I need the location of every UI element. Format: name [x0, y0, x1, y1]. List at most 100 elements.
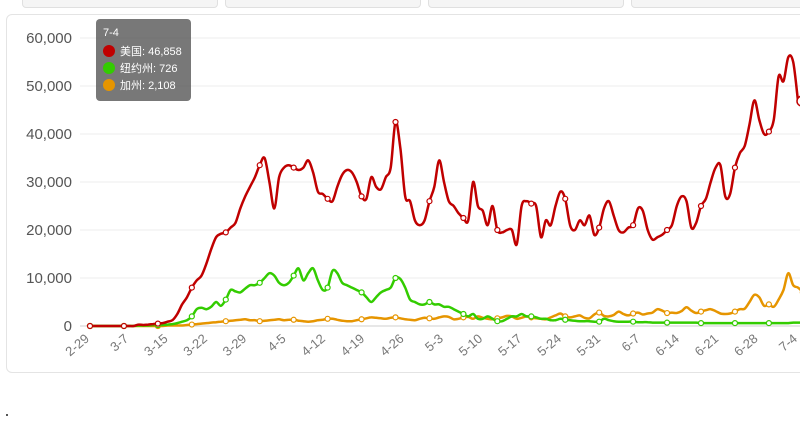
top-tab-4[interactable] [631, 0, 800, 8]
series-point [392, 274, 399, 282]
series-line-0 [90, 54, 800, 328]
series-point [290, 316, 297, 323]
series-point [392, 118, 399, 126]
x-tick-label: 7-4 [776, 331, 800, 355]
series-point [188, 313, 195, 320]
x-tick-label: 2-29 [62, 331, 92, 359]
series-point [86, 322, 94, 330]
y-tick-label: 30,000 [26, 174, 72, 191]
series-point [290, 272, 297, 279]
us-legend-dot-icon [103, 44, 115, 57]
top-tab-2[interactable] [225, 0, 421, 8]
series-point [731, 320, 739, 327]
series-point [596, 224, 603, 231]
series-point [630, 310, 637, 317]
x-tick-label: 3-7 [107, 331, 131, 355]
series-point [663, 309, 671, 317]
y-tick-label: 10,000 [26, 270, 72, 287]
x-tick-label: 5-10 [456, 331, 486, 359]
y-tick-label: 40,000 [26, 126, 72, 143]
series-line-2 [90, 271, 800, 328]
x-tick-label: 5-17 [495, 331, 525, 359]
series-point [426, 298, 433, 306]
ca-legend-dot-icon [103, 78, 115, 91]
chart-tooltip: 7-4 美国: 46,858 纽约州: 726 加州: 2,108 [96, 19, 191, 101]
series-point [494, 226, 501, 234]
tooltip-row-ny: 纽约州: 726 [103, 59, 191, 76]
series-point [426, 198, 433, 205]
tooltip-row-ca: 加州: 2,108 [103, 76, 191, 93]
series-line-1 [90, 266, 800, 328]
series-point [731, 164, 739, 171]
series-point [358, 316, 365, 323]
series-point [460, 214, 467, 222]
series-points [86, 95, 800, 330]
series-point [562, 195, 569, 202]
tooltip-ca-label: 加州: 2,108 [120, 79, 176, 92]
x-tick-label: 3-15 [141, 331, 171, 359]
x-tick-label: 5-24 [534, 331, 564, 359]
series-point [358, 289, 365, 296]
series-point [596, 318, 603, 325]
series-point [731, 308, 739, 315]
ny-legend-dot-icon [103, 61, 115, 74]
top-tab-3[interactable] [428, 0, 624, 8]
series-point [562, 316, 569, 323]
series-point [256, 162, 263, 169]
y-tick-label: 60,000 [26, 30, 72, 47]
highlight-point [796, 95, 800, 107]
series-point [630, 222, 637, 229]
stray-dot [6, 414, 8, 416]
series-point [120, 322, 128, 330]
series-point [528, 200, 535, 207]
tooltip-ny-label: 纽约州: 726 [120, 62, 178, 75]
series-point [630, 318, 637, 325]
tooltip-us-label: 美国: 46,858 [120, 45, 182, 58]
x-tick-label: 6-28 [731, 331, 761, 359]
series-point [324, 195, 331, 202]
series-point [222, 318, 229, 325]
x-tick-label: 6-21 [692, 331, 722, 359]
top-tab-1[interactable] [22, 0, 218, 8]
series-point [765, 301, 773, 308]
x-tick-label: 4-19 [338, 331, 368, 359]
series-point [765, 128, 773, 135]
series-point [765, 320, 773, 327]
series-point [256, 318, 263, 325]
series-point [460, 310, 467, 318]
y-tick-label: 50,000 [26, 78, 72, 95]
series-point [426, 315, 433, 322]
x-tick-label: 3-22 [180, 331, 210, 359]
x-tick-label: 4-12 [298, 331, 328, 359]
x-tick-label: 6-14 [652, 331, 682, 359]
series-point [324, 284, 331, 291]
series-point [663, 226, 671, 234]
series-point [324, 315, 331, 322]
tooltip-row-us: 美国: 46,858 [103, 42, 191, 59]
x-tick-label: 5-3 [422, 331, 446, 355]
x-axis: 2-29 3-7 3-15 3-22 3-29 4-5 4-12 4-19 4-26 5-3 5-1… [62, 331, 800, 359]
tooltip-title: 7-4 [103, 27, 119, 39]
x-tick-label: 5-31 [574, 331, 604, 359]
series-point [596, 309, 603, 316]
series-point [392, 314, 399, 321]
x-tick-label: 4-5 [265, 331, 289, 355]
x-tick-label: 6-7 [619, 331, 643, 355]
series-point [494, 318, 501, 325]
series-point [188, 321, 195, 328]
series-point [663, 319, 671, 326]
series-point [256, 279, 263, 286]
y-tick-label: 20,000 [26, 222, 72, 239]
series-point [222, 229, 229, 236]
x-tick-label: 3-29 [220, 331, 250, 359]
series-point [697, 308, 705, 315]
series-point [222, 296, 229, 303]
series-point [290, 164, 297, 171]
y-tick-label: 0 [64, 318, 72, 335]
y-axis: 0 10,000 20,000 30,000 40,000 50,000 60,000 [26, 30, 72, 335]
series-point [358, 193, 365, 200]
series-point [697, 202, 705, 210]
series-point [697, 320, 705, 327]
series-point [188, 284, 195, 291]
